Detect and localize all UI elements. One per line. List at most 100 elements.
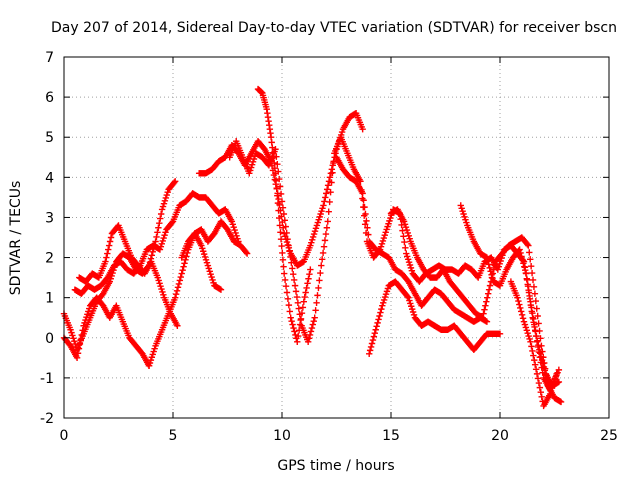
series-track-14 (507, 278, 560, 410)
data-point (403, 250, 410, 257)
data-point (483, 318, 491, 325)
data-point (485, 261, 492, 268)
data-point (285, 301, 293, 309)
y-tick-label: 6 (45, 90, 54, 106)
data-point (294, 332, 302, 340)
data-point (538, 393, 545, 400)
series-track-6 (178, 230, 225, 293)
data-point (552, 373, 559, 380)
data-point (229, 221, 236, 228)
data-point (361, 203, 368, 211)
data-point (320, 202, 327, 209)
data-marks (60, 85, 565, 410)
data-point (406, 235, 413, 242)
x-tick-label: 5 (169, 428, 178, 444)
data-point (519, 315, 527, 322)
data-point (540, 363, 548, 371)
data-point (536, 384, 544, 391)
data-point (535, 342, 542, 349)
data-point (312, 307, 319, 314)
data-point (528, 343, 535, 350)
data-point (249, 158, 257, 166)
data-point (81, 319, 88, 327)
data-point (403, 226, 411, 234)
data-point (279, 249, 286, 257)
data-point (283, 229, 290, 237)
data-point (156, 280, 163, 287)
data-point (518, 253, 525, 260)
data-point (292, 288, 300, 295)
data-point (522, 266, 529, 274)
data-point (157, 243, 165, 250)
data-point (287, 314, 294, 321)
data-point (288, 317, 295, 325)
data-point (373, 323, 380, 330)
data-point (199, 245, 206, 252)
data-point (154, 229, 161, 236)
data-point (148, 252, 156, 259)
data-point (278, 242, 285, 250)
data-point (159, 203, 167, 210)
data-point (306, 331, 314, 339)
data-point (307, 266, 314, 273)
data-point (379, 237, 387, 245)
data-point (290, 270, 297, 278)
data-point (157, 283, 164, 290)
data-point (159, 288, 166, 296)
data-point (483, 298, 490, 305)
data-point (491, 262, 498, 269)
data-point (532, 328, 539, 335)
data-point (383, 288, 391, 295)
data-point (149, 351, 156, 358)
data-point (531, 290, 539, 297)
data-point (311, 314, 318, 321)
data-point (404, 256, 412, 263)
data-point (288, 259, 295, 266)
data-point (156, 246, 164, 253)
data-point (532, 297, 540, 305)
data-point (496, 260, 503, 268)
data-point (317, 210, 324, 218)
data-point (534, 375, 542, 382)
data-point (488, 271, 495, 278)
data-point (158, 206, 166, 213)
data-point (294, 338, 301, 345)
data-point (360, 197, 367, 204)
data-point (284, 236, 291, 243)
data-point (366, 350, 373, 358)
data-point (557, 398, 565, 406)
data-point (301, 293, 308, 301)
data-point (363, 217, 370, 225)
data-point (273, 185, 280, 192)
data-point (533, 332, 540, 340)
data-point (524, 329, 531, 337)
data-point (306, 270, 313, 278)
data-point (289, 265, 296, 272)
data-point (409, 308, 417, 316)
data-point (157, 210, 165, 218)
data-point (304, 338, 312, 345)
data-point (324, 182, 332, 189)
data-point (147, 356, 155, 364)
data-point (482, 302, 489, 309)
data-point (106, 238, 114, 245)
data-point (290, 324, 297, 332)
data-point (405, 232, 412, 239)
data-point (178, 270, 185, 277)
data-point (549, 382, 557, 389)
data-point (274, 199, 282, 207)
data-point (555, 366, 563, 374)
data-point (553, 370, 560, 378)
data-point (523, 327, 530, 334)
y-tick-label: 1 (45, 291, 54, 307)
data-point (160, 200, 168, 207)
data-point (76, 340, 84, 348)
data-point (486, 264, 493, 272)
data-point (408, 305, 416, 313)
data-point (374, 319, 381, 327)
series-track-4 (71, 190, 242, 297)
data-point (461, 213, 468, 221)
y-tick-label: 5 (45, 130, 54, 146)
data-point (311, 227, 319, 235)
y-tick-label: -1 (40, 371, 54, 387)
